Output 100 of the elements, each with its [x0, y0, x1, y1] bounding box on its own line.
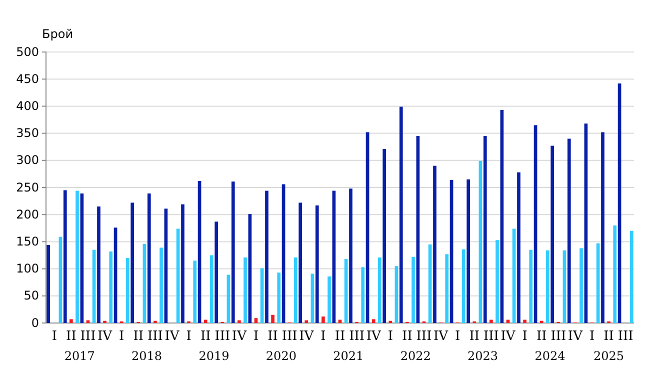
- bar: [399, 106, 403, 323]
- bar: [130, 202, 134, 323]
- x-tick-label: IV: [232, 329, 248, 344]
- y-tick-label: 400: [16, 99, 39, 114]
- bar: [322, 316, 325, 323]
- bar: [298, 202, 302, 323]
- bar: [462, 249, 466, 323]
- bar: [46, 244, 50, 323]
- bar: [550, 146, 554, 323]
- y-tick-label: 250: [16, 180, 39, 194]
- bar: [506, 320, 510, 323]
- x-tick-label: II: [536, 329, 547, 344]
- bar: [512, 228, 516, 323]
- x-tick-label: III: [483, 329, 499, 344]
- x-tick-label: III: [618, 329, 634, 344]
- bar: [254, 318, 258, 323]
- x-tick-label: IV: [299, 329, 314, 344]
- bar: [226, 274, 230, 323]
- x-tick-label: II: [66, 329, 76, 344]
- bar: [248, 214, 252, 323]
- bar: [523, 320, 526, 323]
- y-tick-label: 50: [24, 288, 39, 303]
- y-tick-label: 500: [16, 44, 39, 59]
- bar: [517, 172, 520, 323]
- bar: [613, 225, 617, 323]
- bar: [97, 206, 100, 323]
- bar: [412, 256, 415, 323]
- y-tick-label: 300: [16, 153, 39, 168]
- bar: [630, 230, 634, 323]
- x-tick-label: II: [469, 329, 480, 344]
- bar: [416, 136, 420, 323]
- text: 2022: [400, 349, 431, 363]
- bar: [580, 248, 583, 323]
- text: 2019: [198, 349, 230, 363]
- x-tick-label: I: [522, 329, 528, 344]
- bar: [584, 124, 588, 323]
- x-tick-label: I: [388, 329, 393, 344]
- text: 2018: [132, 349, 162, 363]
- bar: [271, 314, 274, 323]
- y-tick-label: 350: [16, 126, 39, 140]
- bar: [338, 320, 342, 323]
- text: 2021: [333, 349, 364, 363]
- bar: [567, 138, 571, 323]
- x-tick-label: III: [349, 329, 365, 344]
- bar: [176, 228, 180, 323]
- bar: [260, 268, 264, 323]
- x-tick-label: IV: [500, 329, 516, 344]
- x-tick-label: IV: [98, 329, 113, 344]
- bar: [142, 244, 146, 323]
- bar: [378, 257, 382, 323]
- bar: [58, 236, 62, 323]
- bar: [304, 320, 308, 323]
- bar: [500, 110, 504, 323]
- bar: [478, 160, 482, 323]
- y-tick-label: 150: [16, 234, 39, 249]
- bar: [198, 180, 202, 323]
- bar: [294, 257, 298, 323]
- bar: [332, 190, 336, 323]
- bar: [361, 267, 365, 323]
- bar: [114, 228, 118, 323]
- x-tick-label: III: [550, 329, 566, 344]
- bar: [244, 257, 247, 323]
- x-tick-label: I: [589, 329, 595, 344]
- x-tick-label: I: [119, 329, 124, 344]
- bar: [562, 250, 566, 323]
- x-tick-label: IV: [366, 329, 382, 344]
- text: 2025: [594, 349, 624, 363]
- x-tick-label: II: [402, 329, 412, 344]
- y-axis-title: Брой: [42, 27, 73, 41]
- bar: [210, 255, 214, 323]
- x-tick-label: III: [416, 329, 432, 344]
- x-tick-label: I: [253, 329, 259, 344]
- bar: [596, 243, 600, 323]
- x-tick-label: II: [334, 329, 346, 344]
- bar: [70, 319, 73, 323]
- bar: [433, 166, 436, 323]
- bar: [238, 320, 241, 323]
- bar: [193, 260, 197, 323]
- text: 2017: [64, 349, 95, 363]
- bar: [328, 276, 331, 323]
- bar: [76, 190, 79, 323]
- y-tick-label: 100: [16, 262, 39, 276]
- bar: [277, 272, 281, 323]
- bar: [231, 182, 235, 323]
- bar: [349, 188, 352, 323]
- bar: [315, 205, 319, 323]
- bar: [204, 320, 208, 323]
- x-tick-label: I: [186, 329, 192, 344]
- x-tick-label: IV: [568, 329, 584, 344]
- bar: [546, 250, 550, 323]
- bar: [372, 319, 376, 323]
- bar: [265, 190, 268, 323]
- bar: [310, 274, 314, 323]
- bar: [466, 179, 470, 323]
- text: 2023: [468, 349, 498, 363]
- bar: [344, 259, 348, 323]
- x-tick-label: III: [80, 329, 96, 344]
- x-tick-label: II: [200, 329, 211, 344]
- y-tick-label: 450: [16, 72, 39, 86]
- bar: [529, 250, 533, 323]
